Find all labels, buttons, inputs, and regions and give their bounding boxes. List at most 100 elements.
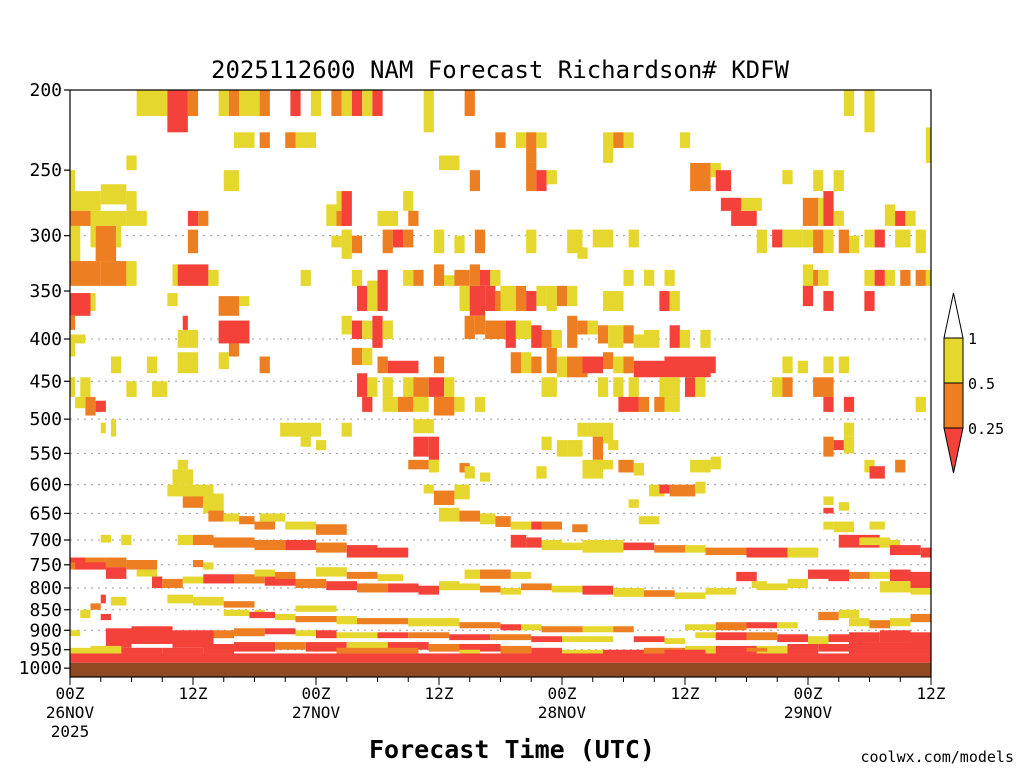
data-cell <box>336 632 378 639</box>
data-cell <box>679 329 691 348</box>
data-cell <box>818 611 839 621</box>
data-cell <box>690 162 711 192</box>
data-cell <box>264 576 296 586</box>
y-tick-label: 400 <box>29 329 62 350</box>
x-tick-label: 00Z <box>794 684 823 703</box>
data-cell <box>613 132 624 148</box>
data-cell <box>100 534 111 543</box>
data-cell <box>469 285 486 316</box>
data-cell <box>756 583 788 591</box>
data-cell <box>208 510 224 522</box>
data-cell <box>223 609 250 617</box>
data-cell <box>387 583 419 593</box>
data-cell <box>285 521 316 530</box>
data-cell <box>715 632 747 641</box>
y-axis: 200 250 300 350 400 450 500 550 600 650 700 7508008… <box>19 80 70 679</box>
data-cell <box>382 396 398 412</box>
data-cell <box>782 229 803 248</box>
data-cell <box>259 90 270 116</box>
data-cell <box>705 356 716 374</box>
data-cell <box>372 315 383 348</box>
data-cell <box>387 642 429 650</box>
data-cell <box>920 547 931 558</box>
data-cell <box>490 269 501 286</box>
data-cell <box>536 132 547 148</box>
data-cell <box>567 440 583 457</box>
data-cell <box>915 229 926 254</box>
data-cell <box>423 90 434 133</box>
data-cell <box>187 210 199 226</box>
data-cell <box>172 630 214 648</box>
data-cell <box>162 647 204 654</box>
data-cell <box>362 347 373 365</box>
data-cell <box>367 377 378 397</box>
data-cell <box>80 609 91 619</box>
data-cell <box>177 459 188 470</box>
data-cell <box>444 377 455 397</box>
data-cell <box>746 632 778 641</box>
data-cell <box>413 377 429 397</box>
data-cell <box>659 484 670 494</box>
data-cell <box>582 540 624 553</box>
x-tick-year: 2025 <box>51 722 90 741</box>
data-cell <box>900 269 911 286</box>
data-cell <box>126 155 137 171</box>
credit-link[interactable]: coolwx.com/models <box>860 748 1014 766</box>
data-cell <box>495 516 511 527</box>
data-cell <box>408 459 429 470</box>
data-cell <box>408 632 450 639</box>
data-cell <box>413 396 429 412</box>
data-cell <box>705 587 737 595</box>
data-cell <box>126 381 137 397</box>
data-cell <box>275 642 306 650</box>
data-cell <box>613 626 634 633</box>
data-cell <box>70 630 81 637</box>
data-cell <box>464 315 475 339</box>
data-cell <box>833 440 844 451</box>
data-cell <box>275 571 296 579</box>
data-cell <box>295 616 337 623</box>
data-cell <box>782 377 793 397</box>
data-cell <box>295 630 316 637</box>
y-tick-label: 650 <box>29 503 62 524</box>
data-cell <box>182 496 204 508</box>
data-cell <box>105 628 132 648</box>
data-cell <box>177 329 188 348</box>
data-cell <box>285 132 296 148</box>
data-cell <box>413 436 429 457</box>
data-cell <box>259 356 270 374</box>
y-tick-label: 350 <box>29 281 62 302</box>
data-cell <box>408 210 419 226</box>
data-cell <box>187 329 199 348</box>
data-cell <box>203 643 234 654</box>
data-cell <box>418 585 439 595</box>
data-cell <box>531 521 542 530</box>
data-cell <box>234 132 255 148</box>
data-cell <box>915 269 926 286</box>
data-cell <box>577 320 588 335</box>
data-cell <box>864 229 875 248</box>
data-cell <box>597 377 609 397</box>
data-cell <box>464 90 475 116</box>
data-cell <box>608 325 624 348</box>
data-cell <box>623 132 634 148</box>
y-tick-label: 800 <box>29 578 62 599</box>
data-cell <box>833 170 844 192</box>
y-tick-label: 550 <box>29 443 62 464</box>
data-cell <box>218 352 229 370</box>
data-cell <box>567 315 578 348</box>
data-cell <box>316 542 347 553</box>
data-cell <box>341 422 352 437</box>
data-cell <box>351 235 363 254</box>
data-cell <box>213 630 234 639</box>
x-tick-label: 00Z <box>548 684 577 703</box>
data-cell <box>413 419 434 434</box>
data-cell <box>731 210 757 226</box>
data-cell <box>664 269 675 286</box>
data-cell <box>808 569 829 579</box>
data-cell <box>849 642 890 654</box>
data-cell <box>131 626 173 644</box>
data-cell <box>403 269 414 286</box>
data-cell <box>177 352 199 374</box>
data-cell <box>162 578 183 588</box>
